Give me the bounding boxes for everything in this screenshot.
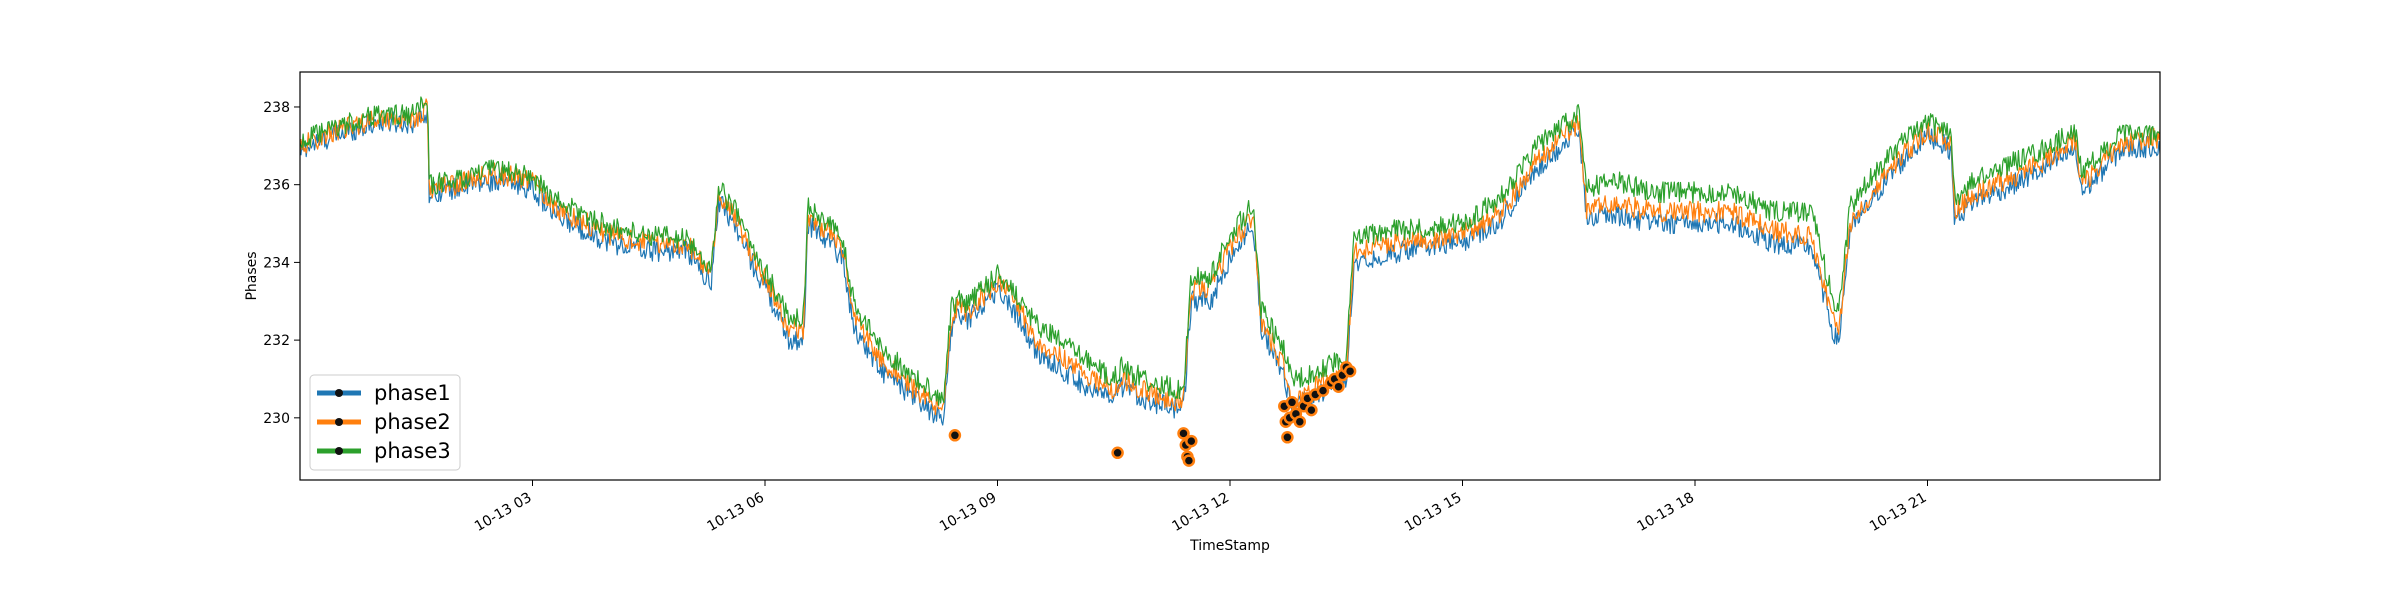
legend: phase1 phase2 phase3 (309, 374, 461, 471)
y-axis: 230 232 234 236 238 (263, 100, 300, 427)
data-marker (1293, 415, 1307, 428)
series-layer (300, 96, 2160, 426)
data-marker (1185, 434, 1198, 448)
x-axis-title: TimeStamp (1189, 538, 1270, 554)
y-axis-title: Phases (244, 251, 260, 300)
y-tick-label: 230 (263, 411, 290, 427)
series-line-phase3 (300, 96, 2160, 406)
data-marker (1177, 427, 1190, 440)
data-marker (1332, 380, 1345, 393)
data-marker (1182, 454, 1196, 467)
data-marker (1111, 446, 1124, 460)
legend-label-phase1: phase1 (374, 381, 451, 405)
data-marker (1305, 403, 1318, 417)
legend-box (309, 374, 461, 471)
y-tick-label: 236 (263, 178, 290, 194)
data-marker (1281, 431, 1294, 444)
marker-layer (948, 361, 1357, 467)
data-marker (1285, 396, 1299, 409)
data-marker (1316, 384, 1330, 397)
legend-marker-phase1 (335, 389, 343, 397)
data-marker (1343, 364, 1357, 378)
legend-marker-phase3 (335, 447, 343, 455)
data-marker (948, 429, 962, 442)
y-tick-label: 238 (263, 100, 290, 116)
legend-label-phase2: phase2 (374, 410, 451, 434)
y-tick-label: 232 (263, 333, 290, 349)
legend-label-phase3: phase3 (374, 439, 451, 463)
y-tick-label: 234 (263, 255, 290, 271)
legend-marker-phase2 (335, 418, 343, 426)
